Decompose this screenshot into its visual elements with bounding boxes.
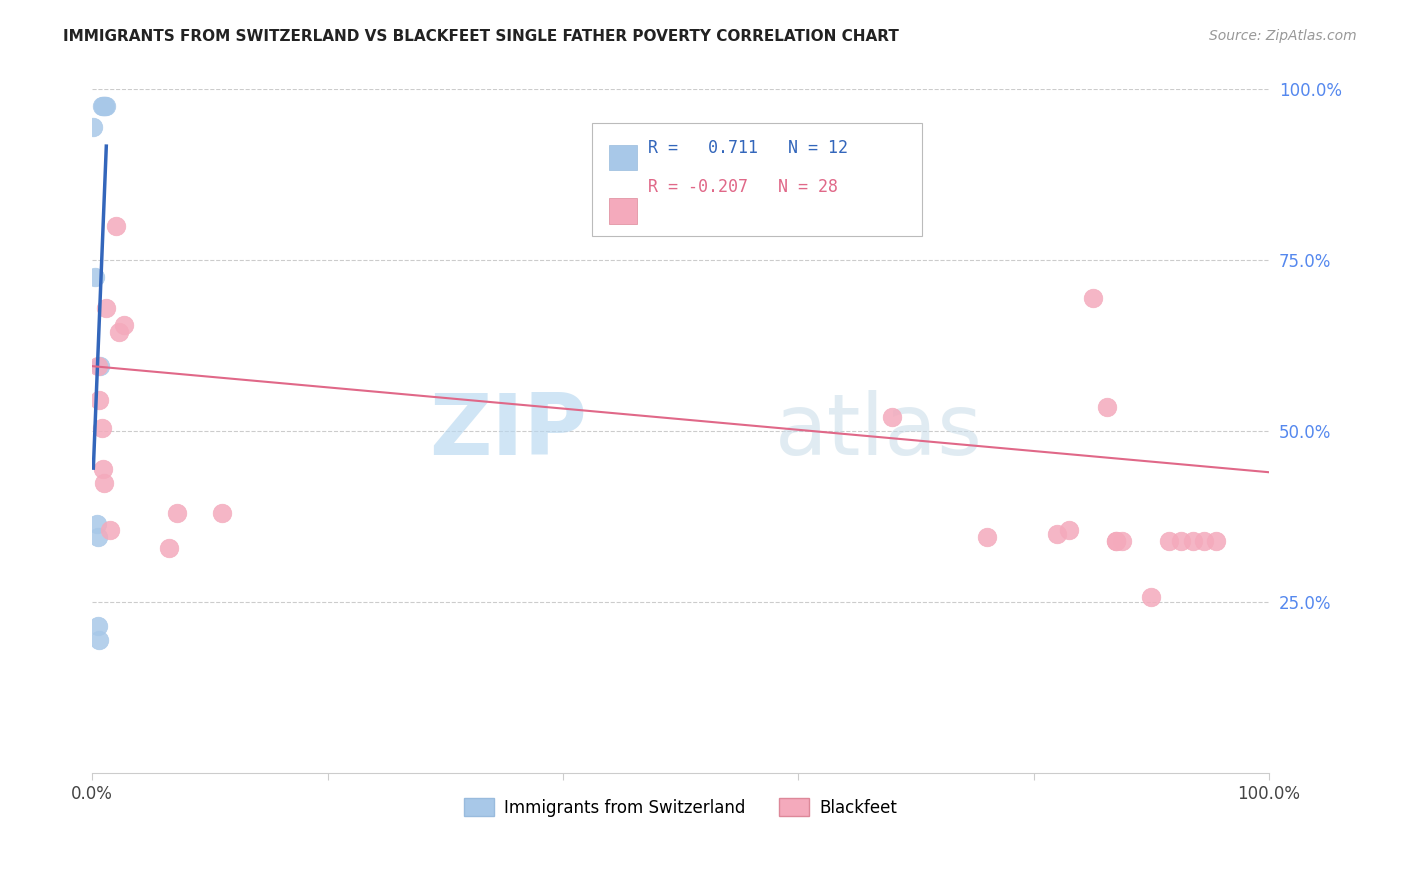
Point [112, 318, 135, 332]
Point [91, 462, 114, 476]
Point [93, 99, 115, 113]
Point [82, 120, 104, 134]
Point [94, 99, 117, 113]
Point [89, 359, 111, 373]
Point [83, 270, 105, 285]
Point [87, 359, 110, 373]
Text: Source: ZipAtlas.com: Source: ZipAtlas.com [1209, 29, 1357, 43]
Text: R =   0.711   N = 12: R = 0.711 N = 12 [648, 139, 848, 157]
Point [104, 219, 127, 233]
Point [91, 99, 114, 113]
FancyBboxPatch shape [609, 198, 637, 224]
Point [96, 99, 118, 113]
Point [1111, 533, 1133, 548]
Point [211, 506, 233, 520]
Text: ZIP: ZIP [429, 390, 586, 473]
Text: IMMIGRANTS FROM SWITZERLAND VS BLACKFEET SINGLE FATHER POVERTY CORRELATION CHART: IMMIGRANTS FROM SWITZERLAND VS BLACKFEET… [63, 29, 900, 44]
Text: atlas: atlas [775, 390, 983, 473]
Point [1105, 533, 1128, 548]
Point [1205, 533, 1227, 548]
Point [166, 506, 188, 520]
FancyBboxPatch shape [592, 123, 922, 236]
Point [1170, 533, 1192, 548]
Point [89, 632, 111, 647]
Point [1157, 533, 1180, 548]
Point [96, 301, 118, 315]
Point [93, 475, 115, 490]
FancyBboxPatch shape [609, 145, 637, 170]
Point [1181, 533, 1204, 548]
Text: R = -0.207   N = 28: R = -0.207 N = 28 [648, 178, 838, 196]
Point [1081, 291, 1104, 305]
Point [89, 393, 111, 408]
Point [108, 325, 131, 339]
Point [1057, 524, 1080, 538]
Point [1046, 526, 1069, 541]
Point [157, 541, 180, 555]
Point [1194, 533, 1216, 548]
Legend: Immigrants from Switzerland, Blackfeet: Immigrants from Switzerland, Blackfeet [458, 792, 904, 823]
Point [87, 530, 110, 544]
Point [976, 530, 998, 544]
Point [87, 619, 110, 633]
Point [90, 99, 112, 113]
Point [882, 410, 904, 425]
Point [98, 524, 121, 538]
Point [90, 421, 112, 435]
Point [1140, 590, 1163, 604]
Point [1105, 533, 1128, 548]
Point [86, 516, 108, 531]
Point [1095, 401, 1118, 415]
